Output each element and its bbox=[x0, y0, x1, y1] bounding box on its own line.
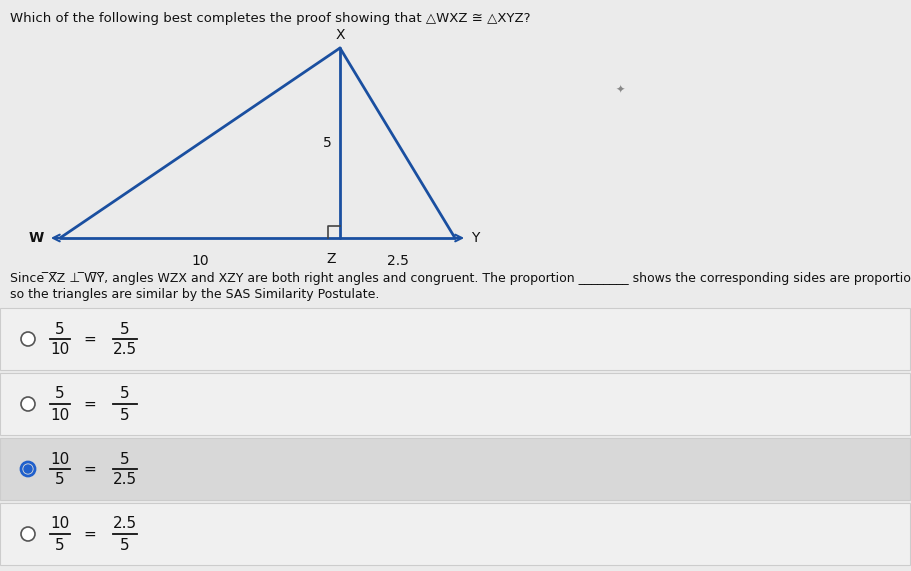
Text: so the triangles are similar by the SAS Similarity Postulate.: so the triangles are similar by the SAS … bbox=[10, 288, 379, 301]
Text: 5: 5 bbox=[120, 452, 129, 467]
FancyBboxPatch shape bbox=[0, 308, 910, 370]
FancyBboxPatch shape bbox=[0, 373, 910, 435]
Text: Which of the following best completes the proof showing that △WXZ ≅ △XYZ?: Which of the following best completes th… bbox=[10, 12, 530, 25]
FancyBboxPatch shape bbox=[0, 503, 910, 565]
Text: 2.5: 2.5 bbox=[113, 472, 137, 488]
Text: 2.5: 2.5 bbox=[113, 343, 137, 357]
Text: =: = bbox=[84, 396, 97, 412]
Circle shape bbox=[24, 465, 32, 473]
Text: 10: 10 bbox=[50, 517, 69, 532]
Text: 2.5: 2.5 bbox=[113, 517, 137, 532]
Text: 10: 10 bbox=[50, 408, 69, 423]
Text: 5: 5 bbox=[120, 408, 129, 423]
Text: 5: 5 bbox=[120, 321, 129, 336]
Text: 5: 5 bbox=[56, 321, 65, 336]
Text: 5: 5 bbox=[56, 537, 65, 553]
Text: 5: 5 bbox=[56, 472, 65, 488]
Text: =: = bbox=[84, 332, 97, 347]
Text: 5: 5 bbox=[120, 387, 129, 401]
Text: Z: Z bbox=[326, 252, 336, 266]
Text: 10: 10 bbox=[50, 343, 69, 357]
FancyBboxPatch shape bbox=[0, 438, 910, 500]
Text: Since ̅X̅Z ⊥ ̅W̅Y̅, angles WZX and XZY are both right angles and congruent. The : Since ̅X̅Z ⊥ ̅W̅Y̅, angles WZX and XZY a… bbox=[10, 272, 911, 285]
Text: =: = bbox=[84, 526, 97, 541]
Text: 5: 5 bbox=[56, 387, 65, 401]
Circle shape bbox=[22, 398, 34, 410]
Text: W: W bbox=[29, 231, 44, 245]
Text: 5: 5 bbox=[323, 136, 332, 150]
Text: =: = bbox=[84, 461, 97, 477]
Text: ✦: ✦ bbox=[615, 85, 625, 95]
Text: 2.5: 2.5 bbox=[386, 254, 408, 268]
Text: Y: Y bbox=[471, 231, 479, 245]
Text: X: X bbox=[335, 28, 344, 42]
Text: 10: 10 bbox=[50, 452, 69, 467]
Circle shape bbox=[22, 333, 34, 345]
Text: 5: 5 bbox=[120, 537, 129, 553]
Circle shape bbox=[22, 528, 34, 540]
Text: 10: 10 bbox=[191, 254, 209, 268]
